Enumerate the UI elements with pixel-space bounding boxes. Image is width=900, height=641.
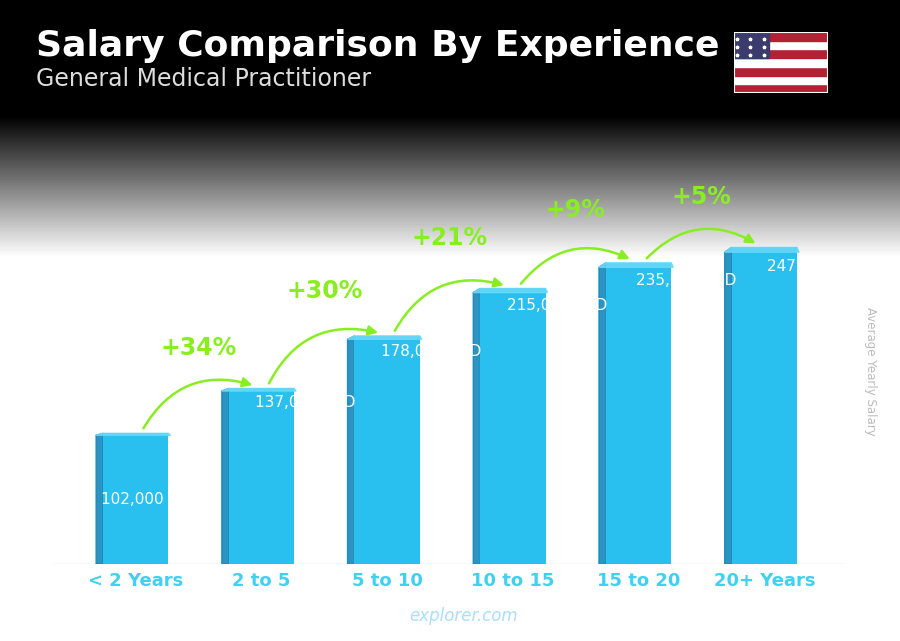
Bar	[734, 84, 828, 93]
Text: Salary Comparison By Experience: Salary Comparison By Experience	[36, 29, 719, 63]
Bar	[734, 58, 828, 67]
Text: Average Yearly Salary: Average Yearly Salary	[865, 308, 878, 436]
Bar	[229, 388, 294, 564]
Bar	[103, 433, 168, 564]
Polygon shape	[599, 263, 606, 564]
Polygon shape	[473, 288, 547, 292]
Bar	[732, 247, 797, 564]
Text: 235,000 USD: 235,000 USD	[636, 273, 736, 288]
Polygon shape	[96, 433, 170, 435]
Text: 247,000 USD: 247,000 USD	[767, 258, 867, 274]
Bar	[734, 49, 828, 58]
Polygon shape	[221, 388, 229, 564]
Polygon shape	[473, 288, 481, 564]
Bar	[734, 76, 828, 84]
Polygon shape	[347, 336, 422, 339]
Text: +9%: +9%	[545, 198, 606, 222]
Text: +34%: +34%	[160, 337, 237, 360]
Polygon shape	[724, 247, 732, 564]
Bar	[734, 67, 828, 76]
Text: explorer.com: explorer.com	[410, 607, 518, 625]
Bar	[734, 32, 770, 58]
Text: 215,000 USD: 215,000 USD	[507, 298, 607, 313]
Polygon shape	[724, 247, 799, 252]
Text: 178,000 USD: 178,000 USD	[381, 344, 482, 359]
Text: General Medical Practitioner: General Medical Practitioner	[36, 67, 371, 91]
Bar	[734, 32, 828, 41]
Text: salary: salary	[352, 607, 410, 625]
Text: +21%: +21%	[412, 226, 488, 250]
Polygon shape	[221, 388, 296, 391]
Bar	[734, 41, 828, 49]
Text: +5%: +5%	[671, 185, 732, 209]
Text: 102,000 USD: 102,000 USD	[101, 492, 201, 507]
Bar	[606, 263, 671, 564]
Polygon shape	[96, 433, 103, 564]
Bar	[481, 288, 545, 564]
Polygon shape	[599, 263, 673, 267]
Text: +30%: +30%	[286, 279, 363, 303]
Polygon shape	[347, 336, 355, 564]
Text: 137,000 USD: 137,000 USD	[255, 395, 356, 410]
Bar	[355, 336, 419, 564]
